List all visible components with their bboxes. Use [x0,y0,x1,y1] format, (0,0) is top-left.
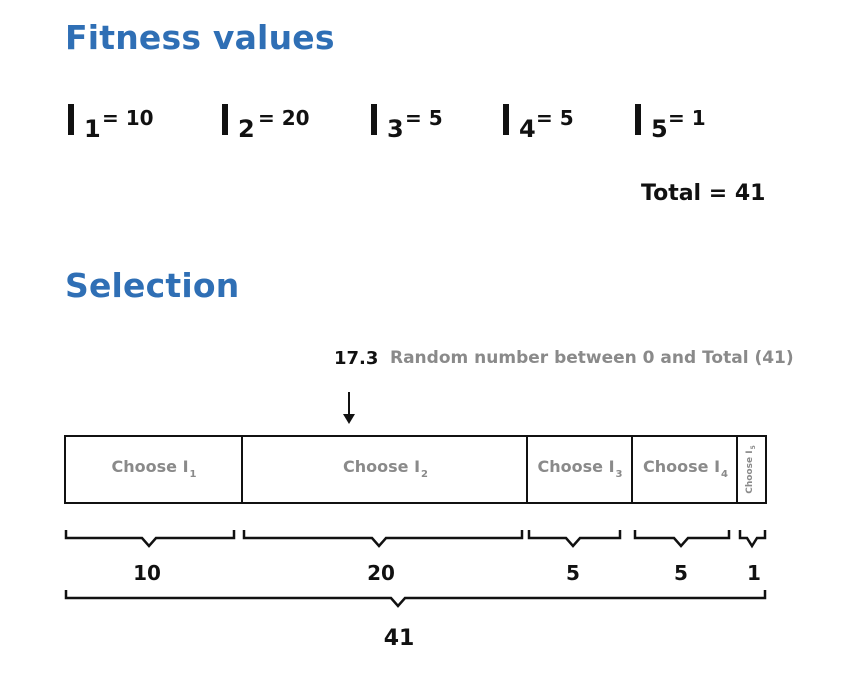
segment-subscript: 1 [189,469,197,480]
segment-width-3: 5 [566,561,580,585]
fitness-values-heading: Fitness values [65,18,335,57]
individual-index: 4 [519,115,536,143]
segment-choose-i2: Choose I2 [241,437,528,502]
individual-index: 3 [387,115,404,143]
roulette-strip: Choose I1 Choose I2 Choose I3 Choose I4 … [64,435,767,504]
segment-subscript: 4 [721,469,728,480]
segment-subscript: 2 [421,469,428,480]
individual-symbol [503,104,509,135]
brace-segment-2 [242,530,524,548]
segment-label: Choose I3 [537,457,623,480]
fitness-value: = 5 [536,106,574,130]
random-value: 17.3 [334,348,379,369]
individual-symbol [68,104,74,135]
brace-segment-5 [738,530,767,549]
individual-symbol [222,104,228,135]
segment-width-2: 20 [367,561,395,585]
individual-symbol [371,104,377,135]
fitness-value: = 1 [668,106,706,130]
segment-width-1: 10 [133,561,161,585]
segment-subscript: 3 [615,469,623,480]
total-width: 41 [383,626,415,651]
segment-choose-i5: Choose I5 [736,437,765,502]
arrow-head-icon [343,414,355,424]
brace-total [64,590,767,608]
individual-symbol [635,104,641,135]
brace-segment-1 [64,530,236,548]
brace-segment-4 [633,530,731,548]
segment-label: Choose I4 [643,457,728,480]
segment-width-4: 5 [674,561,688,585]
fitness-value: = 5 [405,106,443,130]
segment-choose-i1: Choose I1 [66,437,242,502]
fitness-total: Total = 41 [641,181,766,206]
individual-index: 5 [651,115,668,143]
brace-segment-3 [527,530,622,548]
random-pointer-arrow [348,392,350,418]
segment-choose-i4: Choose I4 [631,437,738,502]
fitness-value: = 10 [102,106,154,130]
individual-index: 2 [238,115,255,143]
segment-width-5: 1 [747,561,761,585]
segment-choose-i3: Choose I3 [526,437,632,502]
fitness-value: = 20 [258,106,310,130]
segment-label: Choose I1 [111,457,197,480]
individual-index: 1 [84,115,101,143]
random-number-note: Random number between 0 and Total (41) [390,348,794,368]
selection-heading: Selection [65,266,240,305]
segment-label: Choose I2 [343,457,428,480]
